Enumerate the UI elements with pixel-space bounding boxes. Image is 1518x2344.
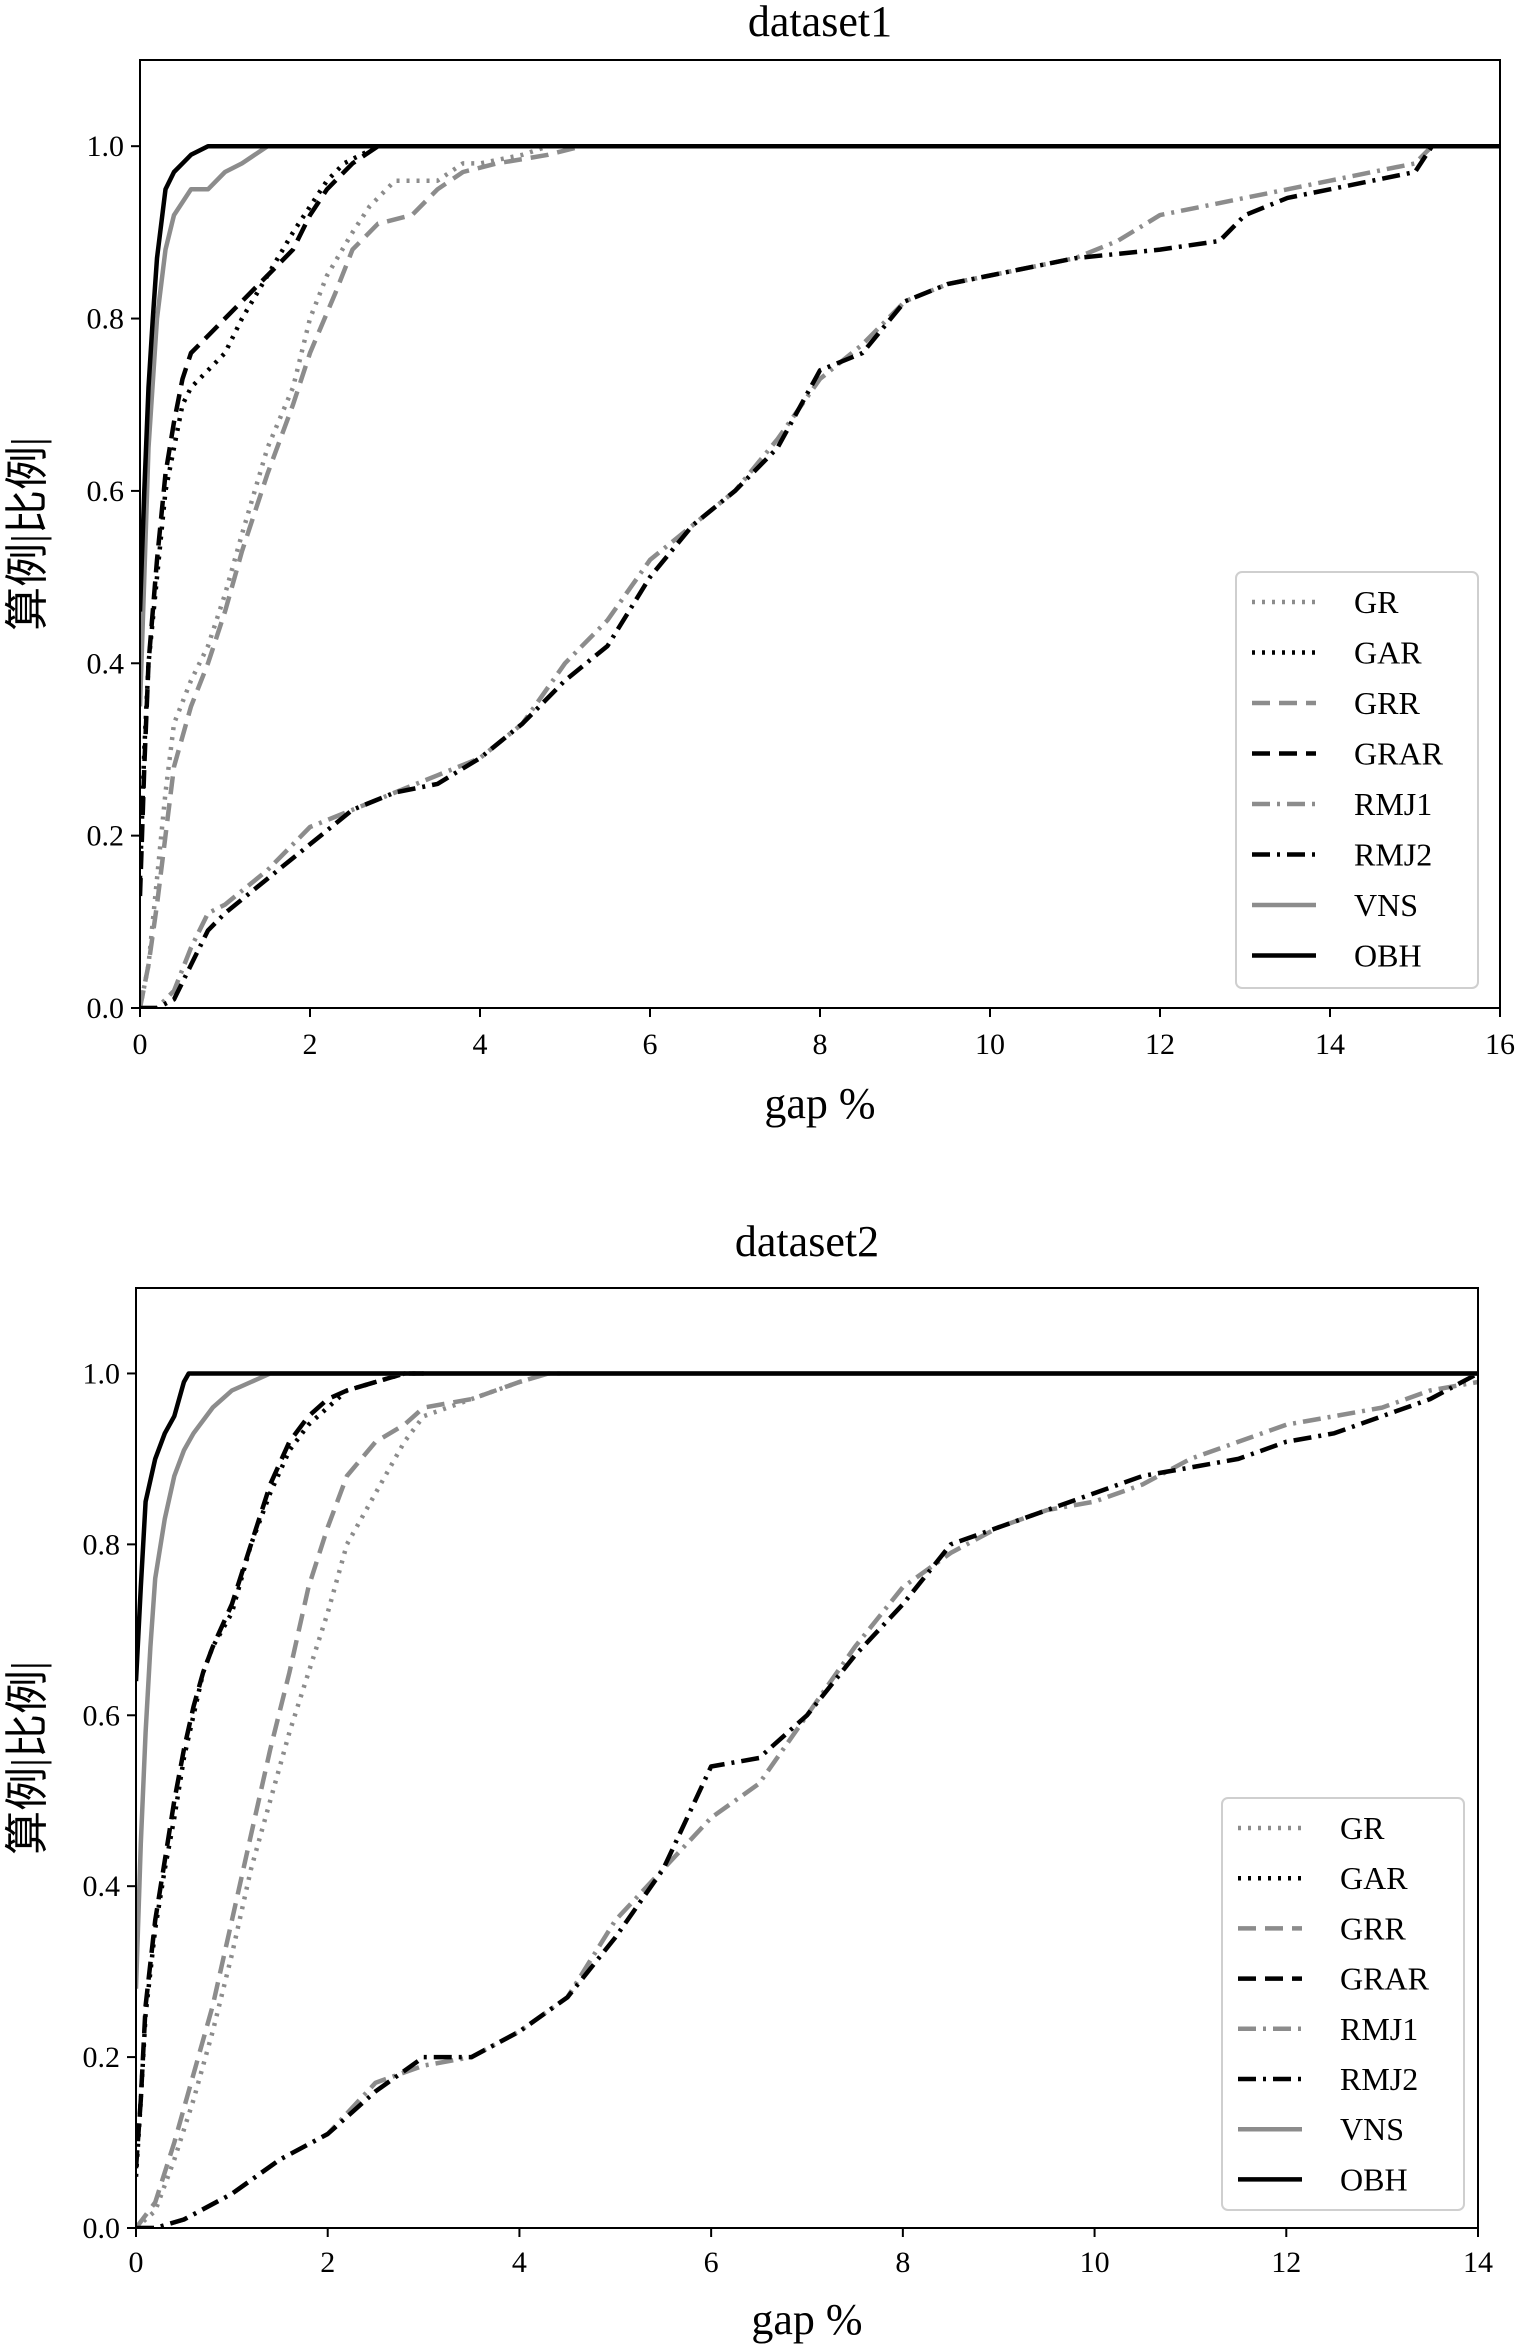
chart1-y-tick-label: 0.0 (87, 992, 125, 1025)
chart1-x-tick-label: 12 (1145, 1028, 1175, 1061)
chart1-x-tick-label: 16 (1485, 1028, 1515, 1061)
chart2-series-grar (136, 1371, 424, 2169)
chart1-series-vns (140, 143, 1500, 707)
chart1-x-tick-label: 10 (975, 1028, 1005, 1061)
chart1-series-gr (140, 143, 565, 1008)
chart2-x-tick-label: 8 (895, 2246, 910, 2279)
chart1-title: dataset1 (748, 0, 892, 46)
chart2-x-tick-label: 2 (320, 2246, 335, 2279)
chart1-x-tick-label: 4 (473, 1028, 488, 1061)
chart2-legend-label-rmj2: RMJ2 (1340, 2061, 1418, 2097)
chart1-legend-label-grr: GRR (1354, 685, 1420, 721)
chart2-x-tick-label: 4 (512, 2246, 527, 2279)
chart2-title: dataset2 (735, 1217, 879, 1266)
chart1-x-axis-label: gap % (764, 1079, 875, 1128)
chart-dataset2-svg: dataset2 0 2 4 6 8 10 12 14 0.0 0.2 0.4 0.6 0.8 1.0 gap… (3, 1217, 1493, 2344)
chart2-legend-label-obh: OBH (1340, 2161, 1408, 2197)
chart2-y-tick-label: 1.0 (83, 1357, 121, 1390)
chart1-series-obh (140, 143, 1500, 612)
chart2-series-rmj1 (136, 1379, 1478, 2228)
chart2-legend-label-gr: GR (1340, 1810, 1385, 1846)
chart1-x-tick-label: 6 (643, 1028, 658, 1061)
chart1-legend: GR GAR GRR GRAR RMJ1 RMJ2 VNS OBH (1235, 571, 1479, 989)
chart1-series-grr (140, 144, 583, 1008)
chart-dataset1: dataset1 0 2 4 6 8 10 12 14 16 0.0 0.2 0.4 0.6 0.8 1.0 g… (0, 0, 1518, 1170)
chart2-y-tick-label: 0.2 (83, 2041, 121, 2074)
chart1-legend-label-gar: GAR (1354, 635, 1422, 671)
chart2-x-tick-label: 10 (1080, 2246, 1110, 2279)
chart1-x-tick-label: 2 (303, 1028, 318, 1061)
chart2-series-rmj2 (136, 1371, 1478, 2228)
chart2-y-tick-label: 0.4 (83, 1870, 121, 1903)
chart1-x-tick-label: 8 (813, 1028, 828, 1061)
chart1-legend-label-obh: OBH (1354, 938, 1422, 974)
chart2-legend-label-grar: GRAR (1340, 1961, 1430, 1997)
chart1-x-tick-label: 0 (133, 1028, 148, 1061)
chart2-x-tick-label: 0 (129, 2246, 144, 2279)
chart1-y-tick-label: 0.4 (87, 647, 125, 680)
chart1-legend-label-grar: GRAR (1354, 736, 1444, 772)
chart2-series-gr (136, 1371, 568, 2228)
chart2-y-axis-label: 算例|比例| (3, 1661, 52, 1855)
chart2-x-tick-label: 6 (704, 2246, 719, 2279)
chart1-y-tick-label: 0.6 (87, 475, 125, 508)
chart2-x-axis-label: gap % (751, 2295, 862, 2344)
chart2-y-tick-label: 0.8 (83, 1528, 121, 1561)
chart2-y-tick-label: 0.6 (83, 1699, 121, 1732)
chart2-legend-box (1221, 1797, 1465, 2211)
chart2-series-vns (136, 1371, 1478, 1989)
chart1-series-grar (140, 144, 380, 897)
chart2-series-obh (136, 1371, 1478, 1682)
chart2-legend-label-gar: GAR (1340, 1860, 1408, 1896)
chart1-y-tick-label: 0.2 (87, 820, 125, 853)
chart2-series-grr (136, 1371, 549, 2228)
chart2-legend-label-rmj1: RMJ1 (1340, 2011, 1418, 2047)
chart1-legend-label-gr: GR (1354, 584, 1399, 620)
chart1-y-tick-label: 1.0 (87, 130, 125, 163)
chart1-y-axis-label: 算例|比例| (3, 437, 52, 631)
chart2-x-tick-label: 14 (1463, 2246, 1493, 2279)
chart1-x-tick-label: 14 (1315, 1028, 1345, 1061)
chart1-legend-label-rmj2: RMJ2 (1354, 837, 1432, 873)
chart1-series-rmj2 (140, 143, 1483, 1008)
chart1-legend-label-vns: VNS (1354, 887, 1418, 923)
chart1-legend-box (1235, 571, 1479, 989)
chart1-y-tick-label: 0.8 (87, 303, 125, 336)
chart1-series-group (140, 143, 1500, 1008)
chart2-legend-label-vns: VNS (1340, 2111, 1404, 2147)
chart1-series-gar (140, 144, 380, 879)
chart2-legend-label-grr: GRR (1340, 1910, 1406, 1946)
chart-dataset2: dataset2 0 2 4 6 8 10 12 14 0.0 0.2 0.4 0.6 0.8 1.0 gap… (0, 1172, 1518, 2344)
chart2-series-group (136, 1371, 1478, 2228)
chart2-y-tick-label: 0.0 (83, 2212, 121, 2245)
chart2-x-tick-label: 12 (1271, 2246, 1301, 2279)
chart2-legend: GR GAR GRR GRAR RMJ1 RMJ2 VNS OBH (1221, 1797, 1465, 2211)
chart1-legend-label-rmj1: RMJ1 (1354, 786, 1432, 822)
chart-dataset1-svg: dataset1 0 2 4 6 8 10 12 14 16 0.0 0.2 0.4 0.6 0.8 1.0 g… (3, 0, 1515, 1128)
chart2-plot-frame (135, 1287, 1479, 2229)
